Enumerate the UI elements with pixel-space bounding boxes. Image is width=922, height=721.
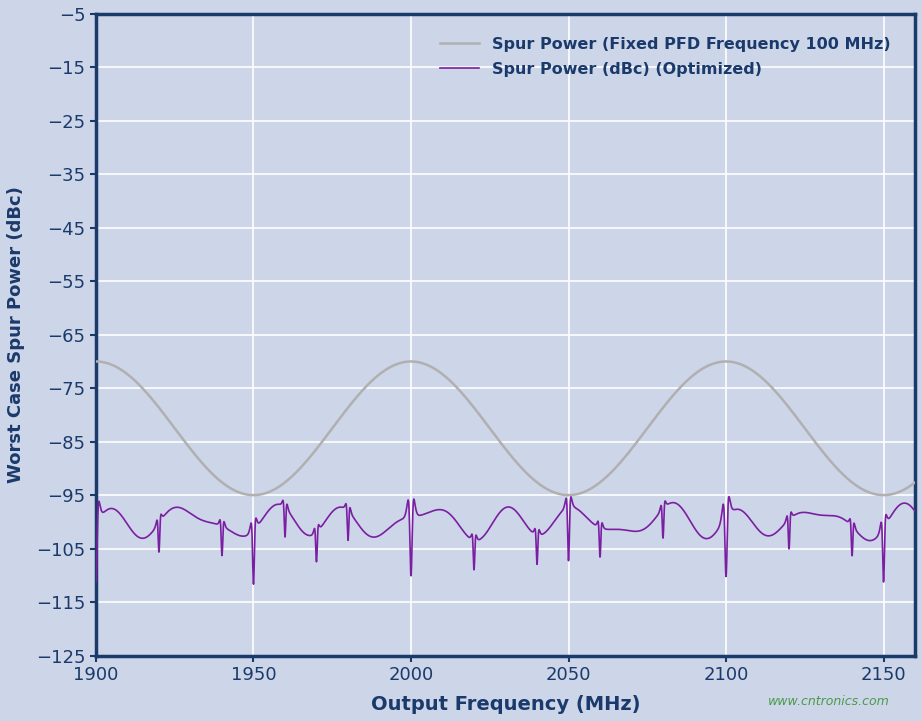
Spur Power (dBc) (Optimized) — [909, 507, 920, 516]
Spur Power (Fixed PFD Frequency 100 MHz) — [702, 362, 713, 371]
Spur Power (Fixed PFD Frequency 100 MHz) — [582, 486, 593, 495]
Spur Power (dBc) (Optimized) — [582, 514, 593, 523]
Spur Power (dBc) (Optimized) — [623, 526, 634, 535]
X-axis label: Output Frequency (MHz): Output Frequency (MHz) — [371, 695, 640, 714]
Spur Power (dBc) (Optimized) — [239, 531, 250, 540]
Line: Spur Power (Fixed PFD Frequency 100 MHz): Spur Power (Fixed PFD Frequency 100 MHz) — [96, 361, 915, 495]
Line: Spur Power (dBc) (Optimized): Spur Power (dBc) (Optimized) — [96, 497, 915, 584]
Spur Power (dBc) (Optimized) — [404, 506, 415, 515]
Spur Power (Fixed PFD Frequency 100 MHz) — [563, 491, 574, 500]
Spur Power (Fixed PFD Frequency 100 MHz) — [239, 490, 250, 498]
Spur Power (Fixed PFD Frequency 100 MHz) — [90, 357, 101, 366]
Y-axis label: Worst Case Spur Power (dBc): Worst Case Spur Power (dBc) — [7, 186, 25, 483]
Spur Power (Fixed PFD Frequency 100 MHz) — [909, 478, 920, 487]
Text: www.cntronics.com: www.cntronics.com — [768, 695, 890, 708]
Spur Power (Fixed PFD Frequency 100 MHz) — [404, 357, 415, 366]
Spur Power (dBc) (Optimized) — [248, 580, 259, 588]
Spur Power (Fixed PFD Frequency 100 MHz) — [764, 381, 775, 389]
Spur Power (dBc) (Optimized) — [764, 531, 775, 540]
Spur Power (dBc) (Optimized) — [702, 534, 713, 543]
Legend: Spur Power (Fixed PFD Frequency 100 MHz), Spur Power (dBc) (Optimized): Spur Power (Fixed PFD Frequency 100 MHz)… — [431, 28, 899, 85]
Spur Power (dBc) (Optimized) — [90, 578, 101, 586]
Spur Power (Fixed PFD Frequency 100 MHz) — [623, 448, 634, 456]
Spur Power (dBc) (Optimized) — [724, 492, 735, 501]
